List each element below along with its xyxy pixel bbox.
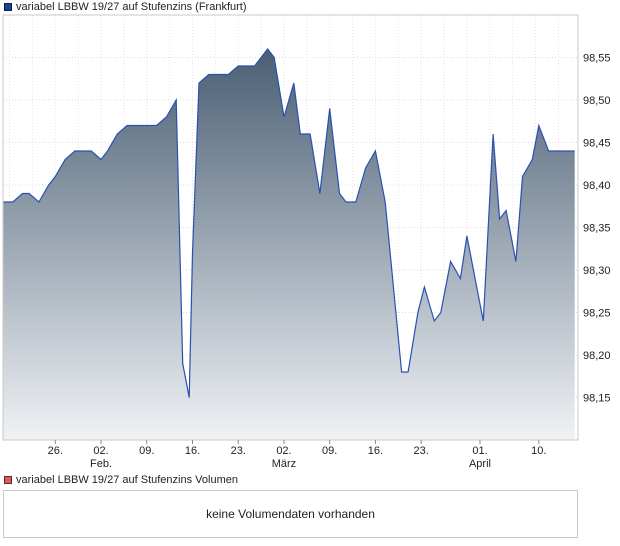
no-volume-message: keine Volumendaten vorhanden	[206, 507, 375, 521]
x-tick-label: 16.	[185, 445, 200, 457]
legend-volume-swatch	[4, 476, 12, 484]
x-month-label: März	[272, 458, 296, 470]
legend-volume: variabel LBBW 19/27 auf Stufenzins Volum…	[4, 473, 238, 487]
y-tick-label: 98,25	[583, 308, 611, 320]
x-month-label: Feb.	[90, 458, 112, 470]
x-tick-label: 23.	[414, 445, 429, 457]
plot-frame	[2, 14, 579, 441]
x-tick-label: 02.	[276, 445, 291, 457]
price-chart: 98,15 98,20 98,25 98,30 98,35 98,40 98,45 98,50…	[2, 14, 611, 470]
y-tick-label: 98,30	[583, 265, 611, 277]
legend-price-label: variabel LBBW 19/27 auf Stufenzins (Fran…	[16, 1, 247, 13]
x-tick-label: 09.	[322, 445, 337, 457]
y-tick-label: 98,55	[583, 53, 611, 65]
price-area	[3, 49, 575, 440]
y-axis: 98,15 98,20 98,25 98,30 98,35 98,40 98,45 98,50…	[583, 53, 611, 405]
x-month-label: April	[469, 458, 491, 470]
y-tick-label: 98,45	[583, 138, 611, 150]
x-tick-label: 16.	[368, 445, 383, 457]
y-tick-label: 98,40	[583, 180, 611, 192]
legend-price-swatch	[4, 3, 12, 11]
price-line	[3, 48, 575, 398]
x-tick-label: 02.	[93, 445, 108, 457]
x-tick-label: 01.	[472, 445, 487, 457]
legend-price: variabel LBBW 19/27 auf Stufenzins (Fran…	[4, 0, 247, 14]
y-tick-label: 98,50	[583, 95, 611, 107]
y-tick-label: 98,20	[583, 350, 611, 362]
x-tick-label: 09.	[139, 445, 154, 457]
x-tick-label: 26.	[48, 445, 63, 457]
y-tick-label: 98,35	[583, 223, 611, 235]
volume-panel: keine Volumendaten vorhanden	[3, 490, 578, 538]
y-tick-label: 98,15	[583, 393, 611, 405]
x-tick-label: 10.	[531, 445, 546, 457]
x-tick-label: 23.	[231, 445, 246, 457]
legend-volume-label: variabel LBBW 19/27 auf Stufenzins Volum…	[16, 474, 238, 486]
